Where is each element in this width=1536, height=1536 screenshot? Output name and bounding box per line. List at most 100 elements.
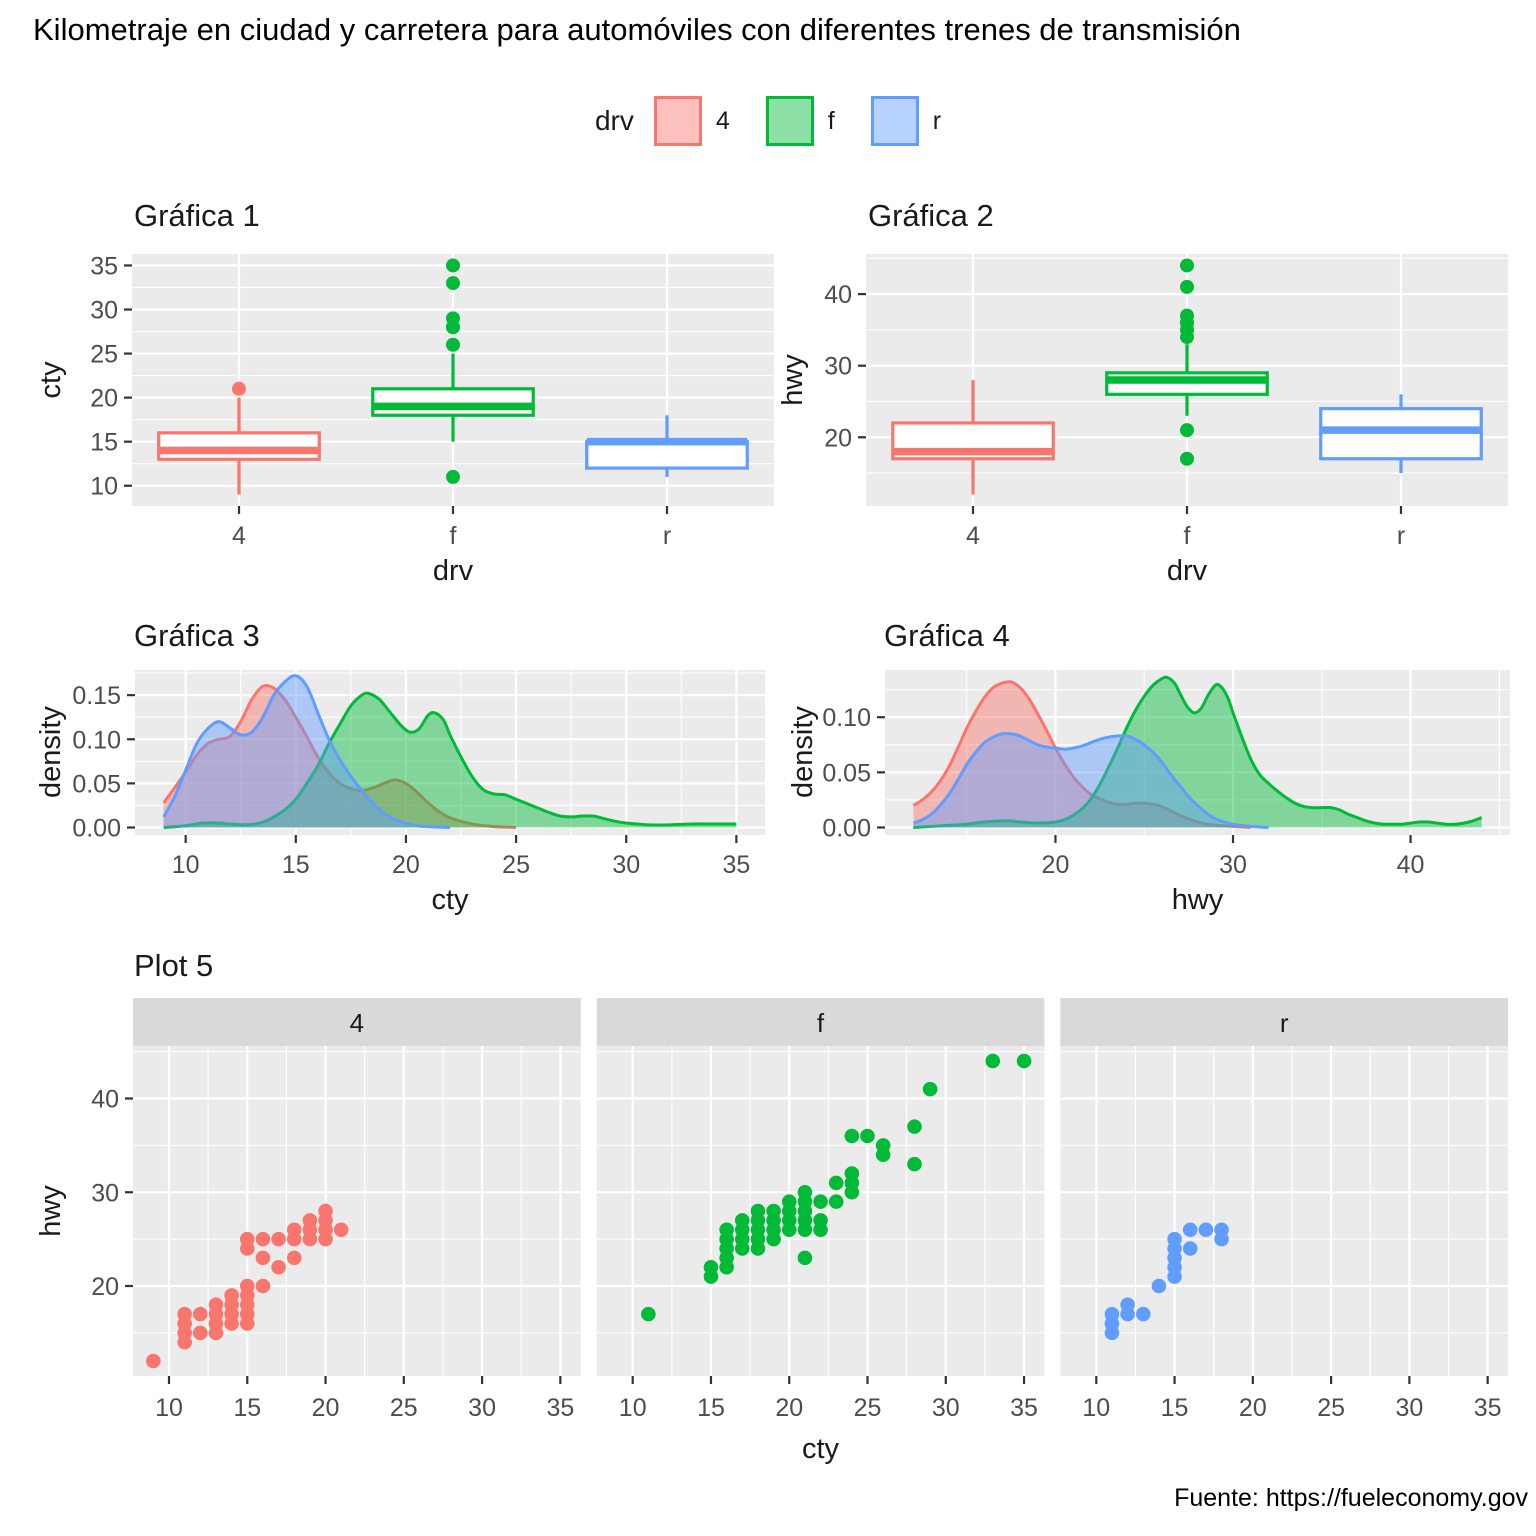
svg-text:15: 15 bbox=[233, 1394, 261, 1422]
scatter-point bbox=[1135, 1306, 1151, 1322]
density-curve-f bbox=[913, 675, 1483, 829]
density-curve-f bbox=[163, 691, 737, 829]
box-f bbox=[1105, 258, 1269, 466]
scatter-point bbox=[907, 1156, 922, 1172]
svg-text:r: r bbox=[663, 522, 671, 550]
svg-text:Gráfica 4: Gráfica 4 bbox=[884, 618, 1010, 653]
scatter-point bbox=[208, 1297, 224, 1313]
svg-text:35: 35 bbox=[546, 1394, 574, 1422]
svg-text:cty: cty bbox=[431, 884, 469, 916]
svg-text:f: f bbox=[1184, 522, 1191, 550]
outlier-point bbox=[1180, 258, 1194, 273]
scatter-point bbox=[797, 1250, 813, 1266]
outlier-point bbox=[446, 276, 460, 291]
legend-label-r: r bbox=[932, 106, 942, 135]
svg-text:30: 30 bbox=[1395, 1394, 1423, 1422]
svg-text:15: 15 bbox=[697, 1394, 725, 1422]
scatter-point bbox=[177, 1306, 192, 1322]
scatter-point bbox=[1120, 1297, 1135, 1313]
svg-text:35: 35 bbox=[1474, 1394, 1502, 1422]
svg-text:10: 10 bbox=[619, 1394, 647, 1422]
svg-text:20: 20 bbox=[824, 424, 852, 452]
svg-text:20: 20 bbox=[90, 385, 118, 413]
svg-text:25: 25 bbox=[390, 1394, 418, 1422]
scatter-point bbox=[922, 1081, 938, 1097]
scatter-point bbox=[813, 1213, 828, 1228]
scatter-point bbox=[1182, 1241, 1198, 1256]
svg-text:30: 30 bbox=[468, 1394, 496, 1422]
svg-text:Gráfica 1: Gráfica 1 bbox=[134, 198, 260, 233]
svg-text:25: 25 bbox=[502, 851, 530, 879]
svg-text:20: 20 bbox=[775, 1394, 803, 1422]
chart-grafica3: Gráfica 3 0.00 0.05 0.10 0.15 10 15 20 25 30 35 cty… bbox=[35, 618, 765, 916]
svg-text:25: 25 bbox=[90, 341, 118, 369]
outlier-point bbox=[1180, 423, 1194, 438]
box-r bbox=[1319, 394, 1483, 474]
outlier-point bbox=[1180, 279, 1194, 294]
facet-4: 4 10 15 20 25 30 35 20 30 40 bbox=[91, 998, 581, 1422]
scatter-point bbox=[302, 1213, 318, 1228]
scatter-point bbox=[828, 1175, 844, 1191]
svg-text:30: 30 bbox=[932, 1394, 960, 1422]
panel-bg bbox=[135, 670, 765, 835]
scatter-point bbox=[703, 1259, 719, 1275]
outlier-point bbox=[446, 311, 460, 326]
svg-text:10: 10 bbox=[1082, 1394, 1110, 1422]
chart-grafica4: Gráfica 4 0.00 0.05 0.10 20 30 40 hwy density bbox=[787, 618, 1510, 916]
scatter-point bbox=[239, 1231, 255, 1247]
scatter-point bbox=[271, 1231, 286, 1247]
svg-text:20: 20 bbox=[1239, 1394, 1267, 1422]
box-f bbox=[371, 258, 535, 484]
scatter-point bbox=[734, 1213, 750, 1228]
svg-text:hwy: hwy bbox=[35, 1185, 67, 1237]
outlier-point bbox=[1180, 451, 1194, 466]
svg-text:4: 4 bbox=[232, 522, 246, 550]
scatter-point bbox=[641, 1306, 656, 1322]
facet-strip bbox=[133, 998, 581, 1046]
scatter-point bbox=[255, 1278, 271, 1294]
density-curve-r bbox=[912, 731, 1269, 829]
density-curve-4 bbox=[162, 683, 517, 829]
scatter-point bbox=[286, 1222, 302, 1238]
scatter-point bbox=[193, 1306, 208, 1322]
scatter-point bbox=[224, 1288, 239, 1303]
scatter-point bbox=[255, 1231, 271, 1247]
svg-text:r: r bbox=[1397, 522, 1405, 550]
panel-bg bbox=[885, 670, 1510, 835]
svg-text:0.10: 0.10 bbox=[72, 726, 121, 754]
scatter-point bbox=[286, 1250, 302, 1266]
scatter-point bbox=[318, 1203, 333, 1219]
svg-text:35: 35 bbox=[1010, 1394, 1038, 1422]
facet-f: f 10 15 20 25 30 35 bbox=[596, 998, 1045, 1422]
svg-text:20: 20 bbox=[1042, 851, 1070, 879]
scatter-point bbox=[766, 1203, 781, 1219]
svg-text:40: 40 bbox=[824, 281, 852, 309]
svg-text:35: 35 bbox=[90, 252, 118, 280]
svg-text:35: 35 bbox=[722, 851, 750, 879]
svg-text:density: density bbox=[787, 706, 819, 798]
svg-text:20: 20 bbox=[91, 1273, 119, 1301]
scatter-point bbox=[255, 1250, 271, 1266]
svg-text:30: 30 bbox=[824, 353, 852, 381]
scatter-point bbox=[1182, 1222, 1198, 1238]
svg-text:0.05: 0.05 bbox=[822, 759, 871, 787]
panel-bg bbox=[596, 1046, 1045, 1376]
svg-text:cty: cty bbox=[35, 361, 67, 399]
facet-strip bbox=[596, 998, 1045, 1046]
density-curve-r bbox=[162, 674, 451, 829]
source-caption: Fuente: https://fueleconomy.gov bbox=[1174, 1484, 1528, 1512]
scatter-point bbox=[907, 1119, 922, 1134]
svg-text:f: f bbox=[450, 522, 457, 550]
scatter-point bbox=[1214, 1222, 1229, 1238]
scatter-point bbox=[1167, 1231, 1182, 1247]
scatter-point bbox=[1151, 1278, 1167, 1294]
scatter-point bbox=[985, 1053, 1001, 1069]
box-4 bbox=[157, 381, 321, 495]
svg-text:Plot 5: Plot 5 bbox=[134, 948, 213, 983]
legend-item-4: 4 bbox=[653, 96, 730, 146]
box-4 bbox=[891, 380, 1055, 495]
svg-text:10: 10 bbox=[172, 851, 200, 879]
legend-label-4: 4 bbox=[715, 106, 730, 135]
outlier-point bbox=[446, 258, 460, 273]
